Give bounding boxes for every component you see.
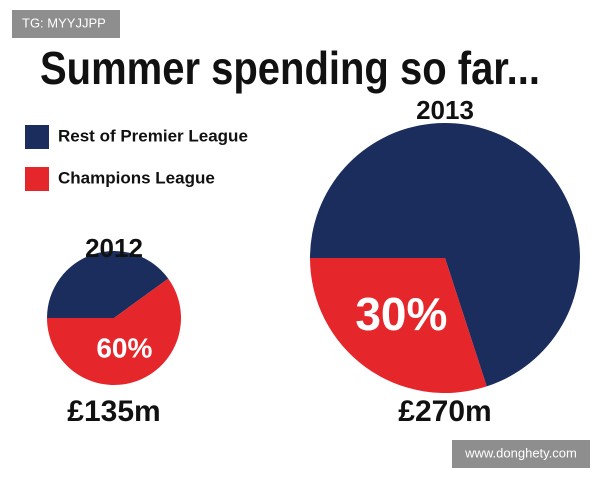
legend-label: Rest of Premier League (58, 126, 248, 145)
total-label: £135m (67, 395, 160, 428)
total-label: £270m (398, 395, 491, 428)
chart-title: Summer spending so far... (40, 42, 540, 94)
pie-slice (47, 278, 181, 385)
watermark-box (12, 10, 120, 38)
legend-swatch (25, 167, 49, 191)
legend-swatch (25, 125, 49, 149)
pie-title: 2012 (85, 233, 143, 263)
watermark-box (452, 440, 590, 468)
watermark: TG: MYYJJPP (22, 15, 106, 30)
pie-slice (310, 258, 487, 393)
watermark: www.donghety.com (464, 445, 577, 460)
pie-title: 2013 (416, 95, 474, 125)
value-label: 60% (96, 332, 152, 363)
pie-slice (310, 122, 580, 387)
pie-slice (47, 250, 169, 318)
value-label: 30% (355, 288, 447, 340)
legend-label: Champions League (58, 168, 215, 187)
